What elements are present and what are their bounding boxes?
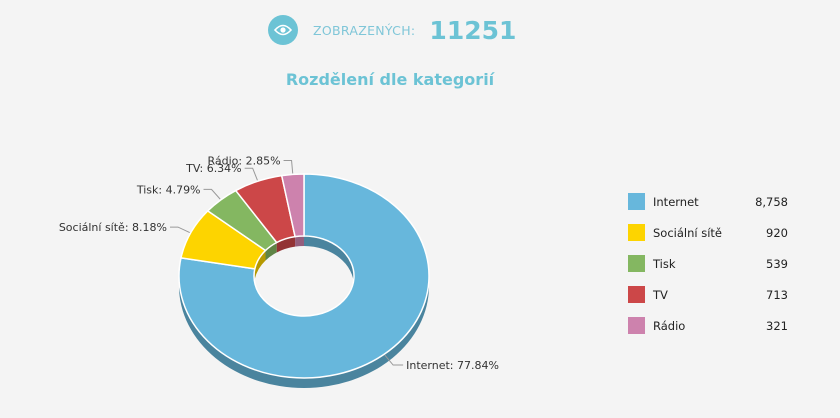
- leader-line-radio: [283, 159, 294, 174]
- hole-side-tisk: [265, 242, 277, 261]
- slice-label-tv: TV: 6.34%: [185, 162, 242, 175]
- hole-side-radio: [295, 236, 304, 247]
- pie-slices: [178, 173, 430, 379]
- views-label: ZOBRAZENÝCH:: [313, 22, 416, 38]
- legend-item-internet[interactable]: Internet 8,758: [628, 186, 788, 217]
- leader-line-tisk: [203, 188, 221, 200]
- legend-swatch: [628, 224, 645, 241]
- slice-label-internet: Internet: 77.84%: [406, 359, 499, 372]
- legend-item-socialni-site[interactable]: Sociální sítě 920: [628, 217, 788, 248]
- chart-title: Rozdělení dle kategorií: [285, 70, 495, 89]
- leader-line-socialni-site: [169, 226, 190, 234]
- legend-value: 8,758: [755, 194, 788, 209]
- legend-swatch: [628, 193, 645, 210]
- slice-labels: Internet: 77.84% Sociální sítě: 8.18% Tisk…: [59, 154, 499, 372]
- legend-value: 920: [766, 225, 788, 240]
- views-count: 11251: [429, 15, 517, 45]
- slice-label-radio: Rádio: 2.85%: [207, 154, 280, 167]
- chart-legend: Internet 8,758 Sociální sítě 920 Tisk 539 TV 71…: [628, 186, 788, 341]
- hole-side-internet: [304, 236, 354, 286]
- legend-value: 321: [766, 318, 788, 333]
- legend-item-tv[interactable]: TV 713: [628, 279, 788, 310]
- legend-swatch: [628, 286, 645, 303]
- legend-label: TV: [653, 287, 668, 302]
- legend-item-radio[interactable]: Rádio 321: [628, 310, 788, 341]
- legend-label: Tisk: [653, 256, 676, 271]
- legend-value: 713: [766, 287, 788, 302]
- legend-swatch: [628, 255, 645, 272]
- slice-label-socialni-site: Sociální sítě: 8.18%: [59, 221, 167, 234]
- legend-item-tisk[interactable]: Tisk 539: [628, 248, 788, 279]
- legend-label: Sociální sítě: [653, 225, 723, 240]
- eye-icon: [268, 15, 298, 45]
- hole-side-socialni-site: [254, 250, 266, 279]
- leader-line-tv: [244, 167, 258, 181]
- pie-slice-radio[interactable]: [280, 173, 305, 238]
- views-counter: ZOBRAZENÝCH: 11251: [268, 12, 516, 48]
- legend-label: Internet: [653, 194, 699, 209]
- pie-slice-internet[interactable]: [178, 173, 430, 379]
- leader-line-internet: [384, 354, 404, 366]
- legend-swatch: [628, 317, 645, 334]
- legend-label: Rádio: [653, 318, 686, 333]
- legend-value: 539: [766, 256, 788, 271]
- slice-label-tisk: Tisk: 4.79%: [136, 183, 201, 196]
